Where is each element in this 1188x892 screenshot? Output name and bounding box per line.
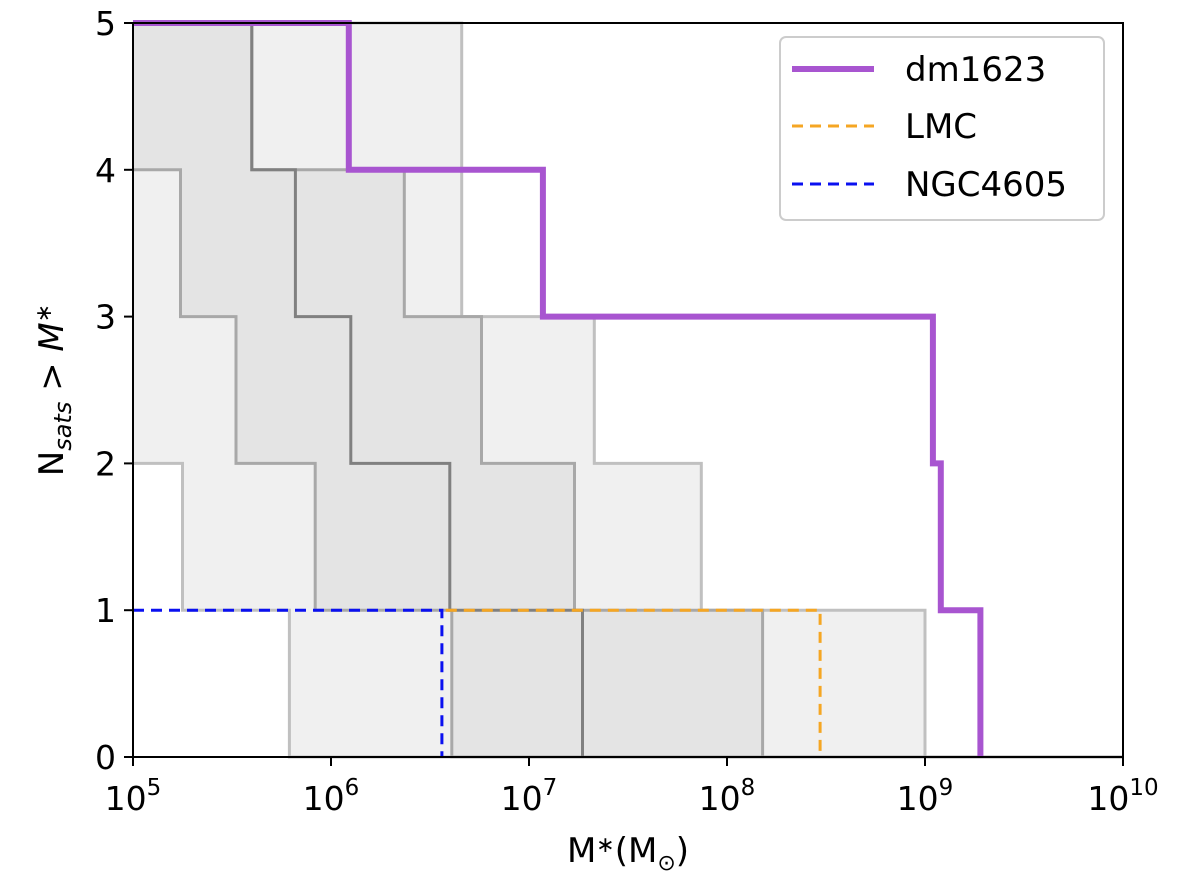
y-axis-ticks: 0 1 2 3 4 5 — [95, 4, 133, 777]
confidence-bands — [133, 21, 1123, 759]
x-axis-ticks: 105 106 107 108 109 1010 — [105, 757, 1159, 818]
y-tick-label: 4 — [95, 151, 116, 190]
y-tick-label: 2 — [95, 444, 116, 483]
legend-label-lmc: LMC — [905, 107, 977, 147]
legend-box — [779, 36, 1105, 221]
inner-band-fill — [133, 23, 1123, 757]
x-tick-label: 108 — [699, 775, 756, 818]
series-lmc-line — [445, 608, 822, 757]
inner-band-lower-edge — [133, 168, 1123, 759]
x-tick-label: 109 — [897, 775, 954, 818]
median-line — [133, 21, 584, 757]
x-tick-label: 105 — [105, 775, 162, 818]
y-tick-label: 1 — [95, 591, 116, 630]
series-dm1623-line — [133, 20, 984, 757]
series-ngc4605-line — [133, 608, 444, 757]
y-tick-label: 5 — [95, 4, 116, 43]
y-axis-label: Nsats > M∗ — [32, 304, 77, 476]
plot-frame — [132, 22, 1124, 758]
x-tick-label: 1010 — [1087, 775, 1158, 818]
x-tick-label: 106 — [303, 775, 360, 818]
y-tick-label: 0 — [95, 738, 116, 777]
legend-label-ngc4605: NGC4605 — [905, 165, 1067, 205]
series-lines — [133, 20, 984, 757]
x-axis-label: M∗(M⊙) — [567, 831, 689, 876]
legend-label-dm1623: dm1623 — [905, 50, 1046, 90]
y-tick-label: 3 — [95, 298, 116, 337]
x-tick-label: 107 — [501, 775, 558, 818]
legend: dm1623 LMC NGC4605 — [779, 36, 1105, 221]
